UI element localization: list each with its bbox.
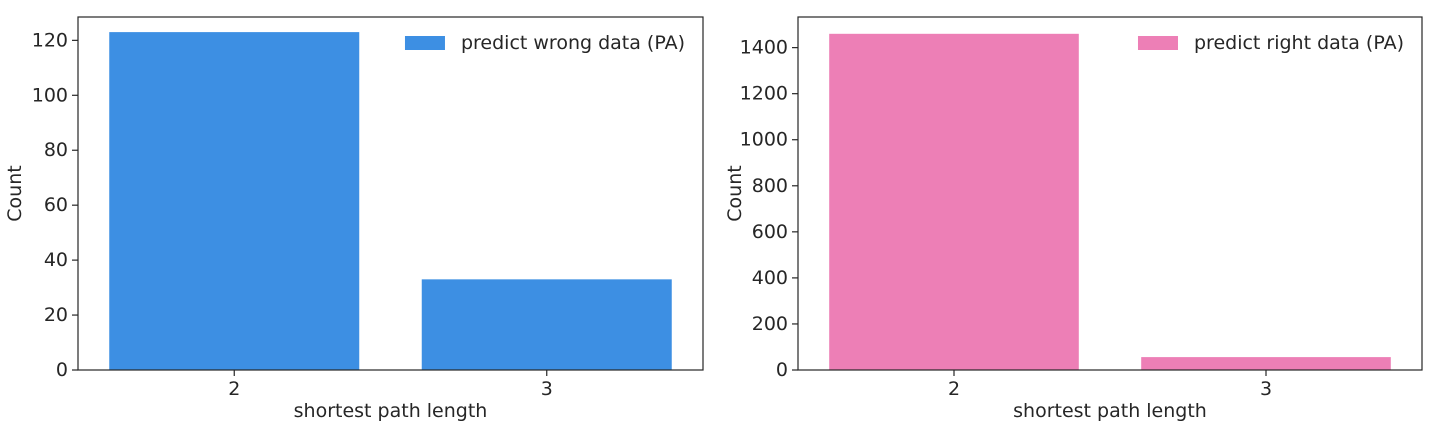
x-tick-label: 2 xyxy=(228,378,240,400)
bar-3 xyxy=(1141,357,1391,370)
x-tick-label: 3 xyxy=(1260,378,1272,400)
y-axis-label: Count xyxy=(724,165,746,221)
y-tick-label: 0 xyxy=(776,359,788,381)
y-tick-label: 80 xyxy=(44,139,68,161)
y-tick-label: 120 xyxy=(32,29,68,51)
bar-2 xyxy=(829,33,1079,371)
y-tick-label: 200 xyxy=(752,313,788,335)
legend-swatch xyxy=(1137,36,1178,50)
legend-label: predict wrong data (PA) xyxy=(461,32,685,54)
x-axis-label: shortest path length xyxy=(294,400,488,422)
y-tick-label: 100 xyxy=(32,84,68,106)
x-tick-label: 2 xyxy=(948,378,960,400)
y-tick-label: 400 xyxy=(752,267,788,289)
chart-predict-wrong: 0 20 40 60 80 100 120 2 3 shortest path length Cou… xyxy=(4,16,704,422)
legend-label: predict right data (PA) xyxy=(1194,32,1404,54)
x-axis-label: shortest path length xyxy=(1013,400,1207,422)
chart-predict-right: 0 200 400 600 800 1000 1200 1400 2 3 shortest path… xyxy=(724,16,1423,422)
y-tick-label: 800 xyxy=(752,175,788,197)
y-tick-label: 60 xyxy=(44,194,68,216)
axes-frame xyxy=(797,16,1423,371)
bar-2 xyxy=(109,32,360,370)
x-tick-label: 3 xyxy=(541,378,553,400)
y-tick-label: 1200 xyxy=(740,83,788,105)
legend-swatch xyxy=(404,36,445,50)
y-tick-label: 1000 xyxy=(740,129,788,151)
y-tick-label: 1400 xyxy=(740,37,788,59)
y-tick-label: 600 xyxy=(752,221,788,243)
bar-3 xyxy=(421,279,672,370)
y-tick-label: 0 xyxy=(56,359,68,381)
axes-frame xyxy=(77,16,704,371)
y-tick-label: 40 xyxy=(44,249,68,271)
y-axis-label: Count xyxy=(4,165,26,221)
y-tick-label: 20 xyxy=(44,304,68,326)
